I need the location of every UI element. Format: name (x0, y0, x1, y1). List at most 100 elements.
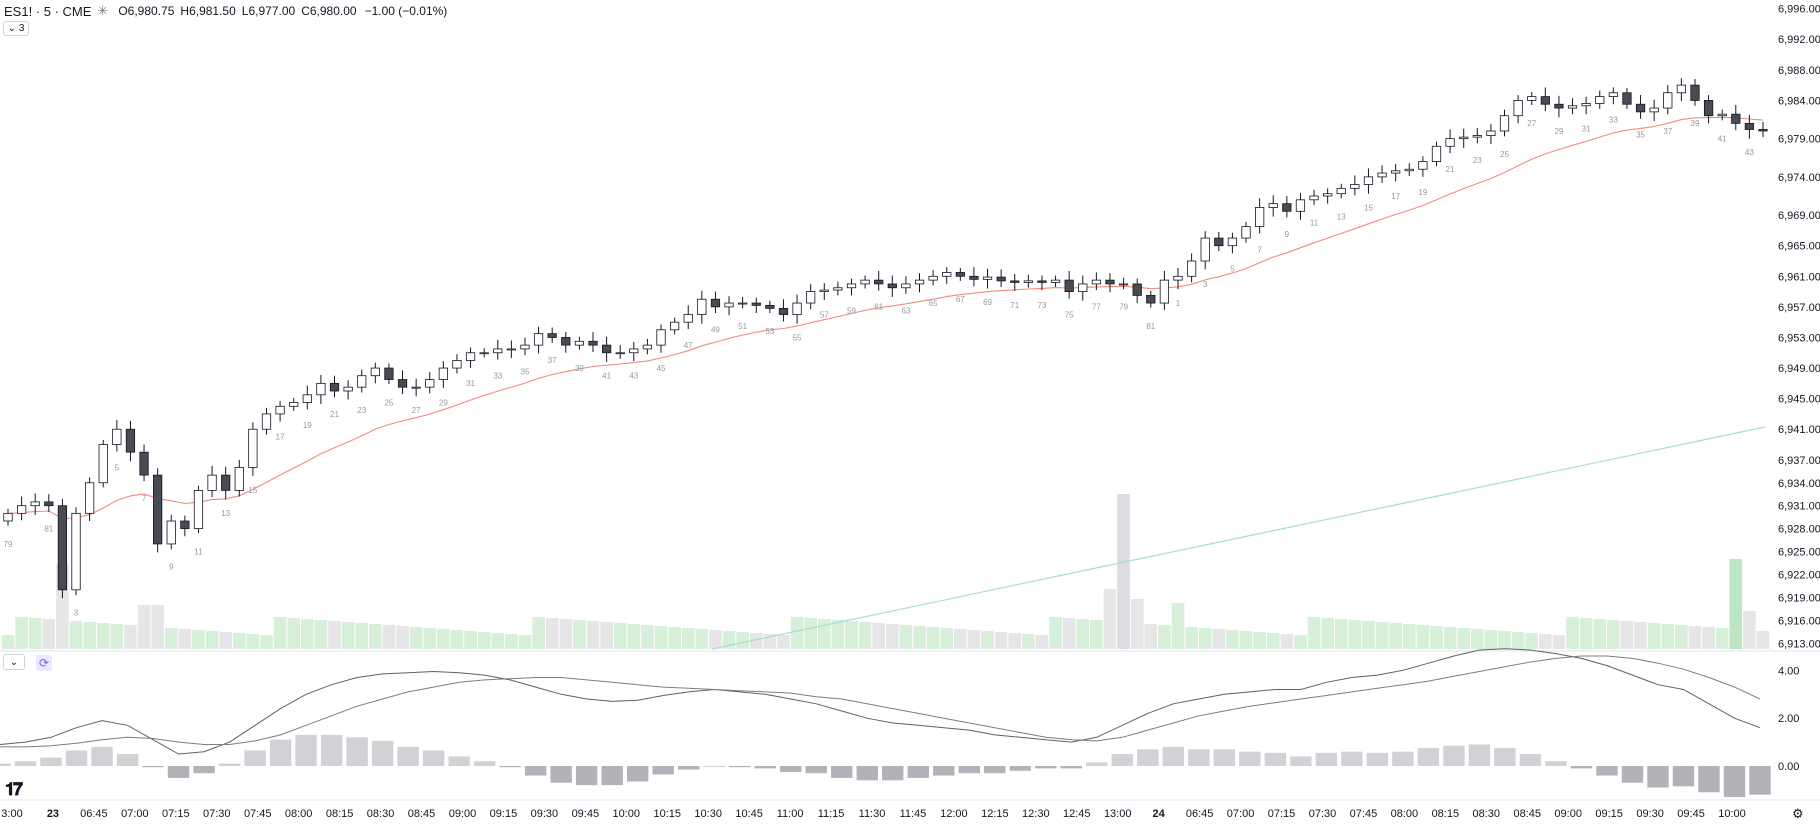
candle[interactable] (806, 283, 816, 310)
candle[interactable] (1499, 109, 1510, 137)
sync-icon[interactable]: ⟳ (36, 655, 52, 671)
candle[interactable] (1186, 253, 1197, 283)
candle[interactable] (1336, 183, 1346, 199)
candle[interactable] (574, 336, 585, 350)
candle[interactable] (85, 477, 95, 521)
candle[interactable] (996, 269, 1006, 287)
candle[interactable] (778, 299, 789, 322)
candle[interactable] (16, 496, 27, 521)
candle[interactable] (98, 439, 108, 488)
candle[interactable] (901, 276, 911, 294)
candle[interactable] (846, 278, 857, 296)
candle[interactable] (642, 339, 653, 355)
candle[interactable] (384, 363, 394, 385)
candle[interactable] (248, 422, 258, 476)
candle[interactable] (547, 327, 557, 343)
candle[interactable] (1010, 274, 1020, 291)
candle[interactable] (397, 370, 408, 395)
candle[interactable] (751, 297, 761, 313)
candle[interactable] (1540, 87, 1550, 112)
candle[interactable] (670, 317, 680, 335)
candle[interactable] (1377, 165, 1387, 183)
candle[interactable] (289, 397, 299, 411)
indicators-collapse-button[interactable]: ⌄ 3 (3, 21, 29, 36)
candle[interactable] (1635, 95, 1646, 119)
candle[interactable] (1200, 231, 1210, 270)
candle[interactable] (193, 485, 204, 534)
candle[interactable] (465, 347, 476, 369)
candle[interactable] (343, 380, 353, 400)
candle[interactable] (1649, 99, 1659, 122)
candle[interactable] (1472, 127, 1482, 144)
candle[interactable] (1227, 232, 1238, 254)
candle[interactable] (1118, 277, 1129, 290)
candle[interactable] (1064, 270, 1074, 299)
candle[interactable] (1091, 272, 1101, 291)
candle[interactable] (1173, 267, 1183, 290)
candle[interactable] (629, 342, 639, 362)
candle[interactable] (738, 296, 748, 309)
candle[interactable] (452, 354, 462, 374)
candle[interactable] (833, 281, 843, 296)
candle[interactable] (1404, 163, 1414, 177)
candle[interactable] (1418, 156, 1428, 177)
candle[interactable] (329, 375, 340, 398)
candle[interactable] (1132, 278, 1142, 304)
candle[interactable] (1268, 195, 1278, 217)
candle[interactable] (520, 337, 530, 356)
candle[interactable] (1595, 90, 1605, 109)
candle[interactable] (1445, 129, 1455, 154)
candle[interactable] (261, 407, 272, 435)
candle[interactable] (357, 369, 367, 393)
candle[interactable] (942, 267, 952, 284)
candle[interactable] (438, 361, 448, 388)
candle[interactable] (1581, 96, 1591, 115)
candle[interactable] (819, 283, 829, 300)
candle[interactable] (425, 371, 435, 394)
candle[interactable] (1608, 87, 1618, 105)
candle[interactable] (1527, 92, 1537, 105)
candle[interactable] (1037, 275, 1047, 291)
candle[interactable] (1350, 175, 1360, 196)
candle[interactable] (479, 348, 489, 358)
candle[interactable] (125, 420, 136, 462)
candle[interactable] (1513, 95, 1523, 124)
candle[interactable] (1431, 141, 1442, 167)
candle[interactable] (207, 465, 217, 498)
candle[interactable] (1105, 273, 1115, 293)
candle[interactable] (955, 267, 965, 281)
candle[interactable] (656, 324, 666, 353)
candle[interactable] (411, 378, 421, 397)
candle[interactable] (234, 459, 244, 497)
candle[interactable] (928, 270, 938, 286)
tradingview-logo-icon[interactable]: 𝟏𝟕 (5, 779, 23, 799)
candle[interactable] (1690, 79, 1700, 106)
candle[interactable] (969, 267, 979, 287)
candle[interactable] (57, 498, 68, 599)
candle[interactable] (153, 468, 163, 553)
candle[interactable] (1050, 275, 1061, 287)
candle[interactable] (683, 305, 693, 330)
candle[interactable] (1282, 196, 1292, 218)
candle[interactable] (166, 514, 176, 550)
candle[interactable] (533, 326, 544, 354)
candle[interactable] (1676, 78, 1686, 102)
settings-gear-icon[interactable]: ⚙ (1792, 806, 1804, 821)
candle[interactable] (1255, 198, 1265, 234)
candle[interactable] (1554, 95, 1564, 118)
candle[interactable] (370, 362, 380, 384)
candle[interactable] (1323, 188, 1333, 204)
candle[interactable] (1717, 109, 1727, 121)
candle[interactable] (1622, 88, 1632, 109)
candle[interactable] (1078, 275, 1088, 301)
candle[interactable] (180, 515, 190, 537)
candle[interactable] (561, 332, 571, 353)
candle[interactable] (139, 444, 149, 482)
candle[interactable] (1309, 189, 1319, 206)
candle[interactable] (1214, 231, 1224, 252)
candle[interactable] (1023, 274, 1033, 288)
candle[interactable] (1159, 270, 1170, 310)
candle[interactable] (1146, 290, 1156, 308)
